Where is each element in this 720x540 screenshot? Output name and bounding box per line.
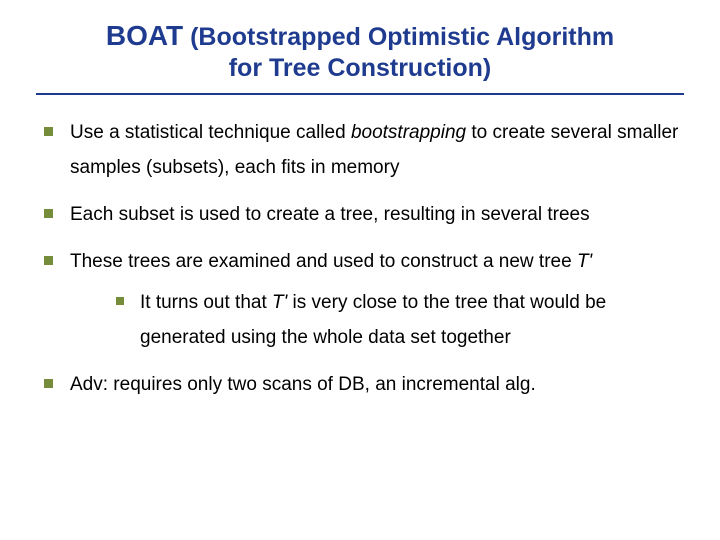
- slide: BOAT (Bootstrapped Optimistic Algorithm …: [0, 0, 720, 540]
- title-line-1: BOAT (Bootstrapped Optimistic Algorithm: [46, 18, 674, 53]
- sub-bullet-list: It turns out that T' is very close to th…: [70, 285, 684, 355]
- title-acronym: BOAT: [106, 20, 183, 51]
- bullet-item: These trees are examined and used to con…: [38, 244, 684, 355]
- bullet-item: Each subset is used to create a tree, re…: [38, 197, 684, 232]
- title-underline: [36, 93, 684, 95]
- title-paren-1: (Bootstrapped Optimistic Algorithm: [190, 23, 614, 51]
- bullet-item: Use a statistical technique called boots…: [38, 115, 684, 185]
- sub-bullet-text-pre: It turns out that: [140, 292, 272, 313]
- bullet-text-ital: bootstrapping: [351, 122, 466, 143]
- bullet-text-pre: These trees are examined and used to con…: [70, 251, 577, 272]
- slide-title: BOAT (Bootstrapped Optimistic Algorithm …: [36, 18, 684, 85]
- title-line-2: for Tree Construction): [46, 53, 674, 84]
- bullet-list: Use a statistical technique called boots…: [36, 115, 684, 403]
- sub-bullet-text-ital: T': [272, 292, 287, 313]
- bullet-text-ital: T': [577, 251, 592, 272]
- bullet-text-pre: Use a statistical technique called: [70, 122, 351, 143]
- bullet-text-pre: Adv: requires only two scans of DB, an i…: [70, 374, 536, 395]
- bullet-item: Adv: requires only two scans of DB, an i…: [38, 367, 684, 402]
- bullet-text-pre: Each subset is used to create a tree, re…: [70, 204, 590, 225]
- sub-bullet-item: It turns out that T' is very close to th…: [110, 285, 684, 355]
